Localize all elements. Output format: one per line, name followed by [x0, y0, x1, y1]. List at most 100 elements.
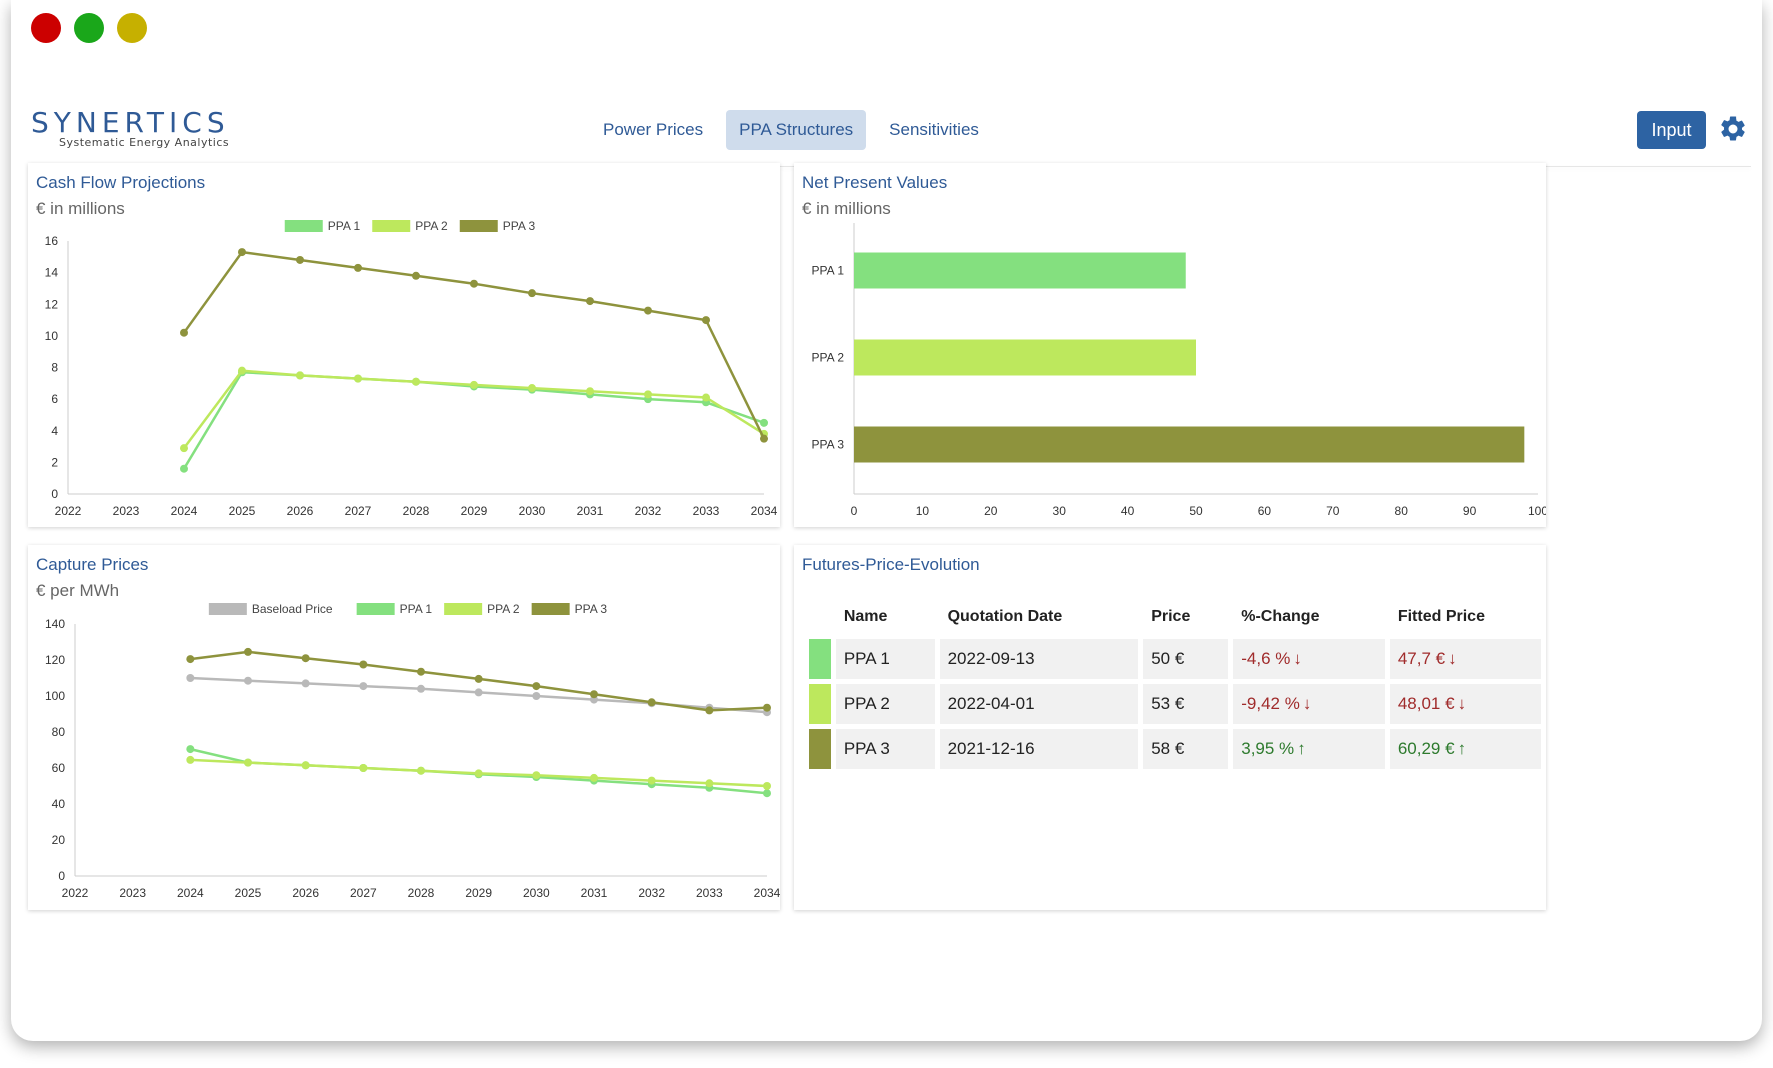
- x-tick-label: 50: [1189, 504, 1203, 518]
- row-change-value: 3,95 %: [1241, 739, 1295, 758]
- npv-chart: 0 10 20 30 40 50 60 70 80 90 100 PPA 1 PPA 2 PPA 3: [812, 223, 1546, 518]
- data-point-ppa-3: [412, 271, 420, 280]
- legend-swatch-ppa-3: [459, 220, 498, 232]
- row-change: -9,42 % ↓: [1233, 684, 1385, 724]
- data-point-ppa-2: [354, 374, 362, 383]
- x-tick-label: 2034: [754, 886, 780, 900]
- data-point-ppa-2: [359, 764, 368, 772]
- legend-swatch-ppa-2: [444, 603, 483, 615]
- data-point-ppa-2: [296, 371, 304, 380]
- table-header-row: Name Quotation Date Price %-Change Fitte…: [809, 600, 1541, 634]
- brand-name: SYNERTICS: [31, 106, 230, 139]
- x-tick-label: 10: [916, 504, 930, 518]
- maximize-window-button[interactable]: [74, 13, 104, 43]
- gear-icon[interactable]: [1718, 114, 1748, 144]
- x-tick-label: 2025: [235, 886, 262, 900]
- main-nav: Power Prices PPA Structures Sensitivitie…: [590, 110, 1002, 150]
- npv-subtitle: € in millions: [802, 199, 891, 218]
- table-row: PPA 1 2022-09-13 50 € -4,6 % ↓ 47,7 € ↓: [809, 639, 1541, 679]
- cashflow-chart: 0 2 4 6 8 10 12 14 16 2022 2023 2024 2025 2026 2027 202…: [45, 219, 778, 518]
- y-tick-label: 12: [45, 297, 59, 311]
- legend-swatch-baseload-price: [208, 603, 247, 615]
- x-tick-label: 2026: [292, 886, 319, 900]
- data-point-ppa-2: [474, 769, 483, 778]
- tab-ppa-structures[interactable]: PPA Structures: [726, 110, 867, 150]
- data-point-ppa-3: [590, 690, 598, 699]
- row-fitted: 60,29 € ↑: [1389, 729, 1541, 769]
- x-tick-label: 2034: [751, 504, 778, 518]
- tab-power-prices[interactable]: Power Prices: [603, 120, 704, 139]
- data-point-ppa-3: [705, 706, 714, 715]
- y-tick-label: 16: [45, 234, 59, 248]
- x-tick-label: 2029: [465, 886, 492, 900]
- x-tick-label: 80: [1395, 504, 1409, 518]
- data-point-ppa-1: [760, 418, 768, 427]
- x-tick-label: 2031: [581, 886, 608, 900]
- y-tick-label: 6: [51, 392, 58, 406]
- arrow-up-icon: ↑: [1457, 739, 1467, 758]
- data-point-ppa-2: [412, 377, 420, 386]
- row-date: 2022-04-01: [939, 684, 1139, 724]
- y-tick-label: 20: [52, 833, 66, 847]
- legend-label-ppa-2: PPA 2: [415, 219, 448, 233]
- tab-sensitivities[interactable]: Sensitivities: [889, 120, 979, 139]
- futures-card: Futures-Price-Evolution Name Quotation D…: [794, 545, 1546, 910]
- x-tick-label: 2032: [635, 504, 662, 518]
- row-name: PPA 1: [835, 639, 935, 679]
- data-point-ppa-2: [763, 782, 771, 790]
- row-name: PPA 2: [835, 684, 935, 724]
- x-tick-label: 2030: [519, 504, 546, 518]
- color-column-header: [809, 600, 831, 634]
- close-window-button[interactable]: [31, 13, 61, 43]
- data-point-ppa-2: [180, 444, 188, 453]
- data-point-ppa-3: [644, 306, 652, 315]
- x-tick-label: 0: [851, 504, 858, 518]
- x-tick-label: 2026: [287, 504, 314, 518]
- y-tick-label: PPA 2: [812, 351, 845, 365]
- legend-swatch-ppa-2: [372, 220, 411, 232]
- x-tick-label: 2023: [113, 504, 140, 518]
- row-fitted-value: 60,29 €: [1397, 739, 1455, 758]
- data-point-ppa-1: [180, 464, 188, 473]
- y-tick-label: 0: [58, 869, 65, 883]
- data-point-ppa-3: [532, 682, 541, 691]
- cashflow-card: Cash Flow Projections € in millions 0 2 4 6…: [28, 163, 780, 527]
- x-tick-label: 2028: [408, 886, 435, 900]
- cashflow-title: Cash Flow Projections: [36, 173, 206, 192]
- app-window: SYNERTICS Systematic Energy Analytics Po…: [11, 0, 1762, 1041]
- data-point-ppa-2: [244, 758, 252, 767]
- x-tick-label: 60: [1258, 504, 1272, 518]
- minimize-window-button[interactable]: [117, 13, 147, 43]
- data-point-ppa-1: [186, 745, 195, 754]
- column-header-name: Name: [843, 608, 888, 625]
- x-tick-label: 2027: [345, 504, 372, 518]
- data-point-baseload-price: [474, 688, 483, 697]
- data-point-ppa-3: [359, 660, 368, 669]
- x-tick-label: 40: [1121, 504, 1135, 518]
- x-tick-label: 2022: [55, 504, 82, 518]
- column-header-quotation-date: Quotation Date: [947, 608, 1063, 625]
- x-tick-label: 2025: [229, 504, 256, 518]
- legend-label-ppa-3: PPA 3: [503, 219, 536, 233]
- data-point-ppa-2: [528, 384, 536, 393]
- data-point-baseload-price: [359, 682, 368, 691]
- row-fitted: 47,7 € ↓: [1389, 639, 1541, 679]
- data-point-ppa-2: [417, 766, 425, 775]
- row-fitted-value: 48,01 €: [1397, 694, 1455, 713]
- data-point-ppa-2: [532, 771, 541, 780]
- table-row: PPA 3 2021-12-16 58 € 3,95 % ↑ 60,29 € ↑: [809, 729, 1541, 769]
- x-tick-label: 2031: [577, 504, 604, 518]
- data-point-ppa-2: [238, 366, 246, 375]
- legend-swatch-ppa-3: [531, 603, 570, 615]
- y-tick-label: 40: [52, 797, 66, 811]
- row-price: 58 €: [1143, 729, 1229, 769]
- x-tick-label: 2033: [696, 886, 723, 900]
- x-tick-label: 90: [1463, 504, 1477, 518]
- y-tick-label: 120: [45, 653, 65, 667]
- y-tick-label: PPA 3: [812, 438, 845, 452]
- x-tick-label: 30: [1053, 504, 1067, 518]
- y-tick-label: 10: [45, 329, 59, 343]
- x-tick-label: 2022: [62, 886, 89, 900]
- input-button[interactable]: Input: [1637, 111, 1706, 149]
- y-tick-label: 140: [45, 617, 65, 631]
